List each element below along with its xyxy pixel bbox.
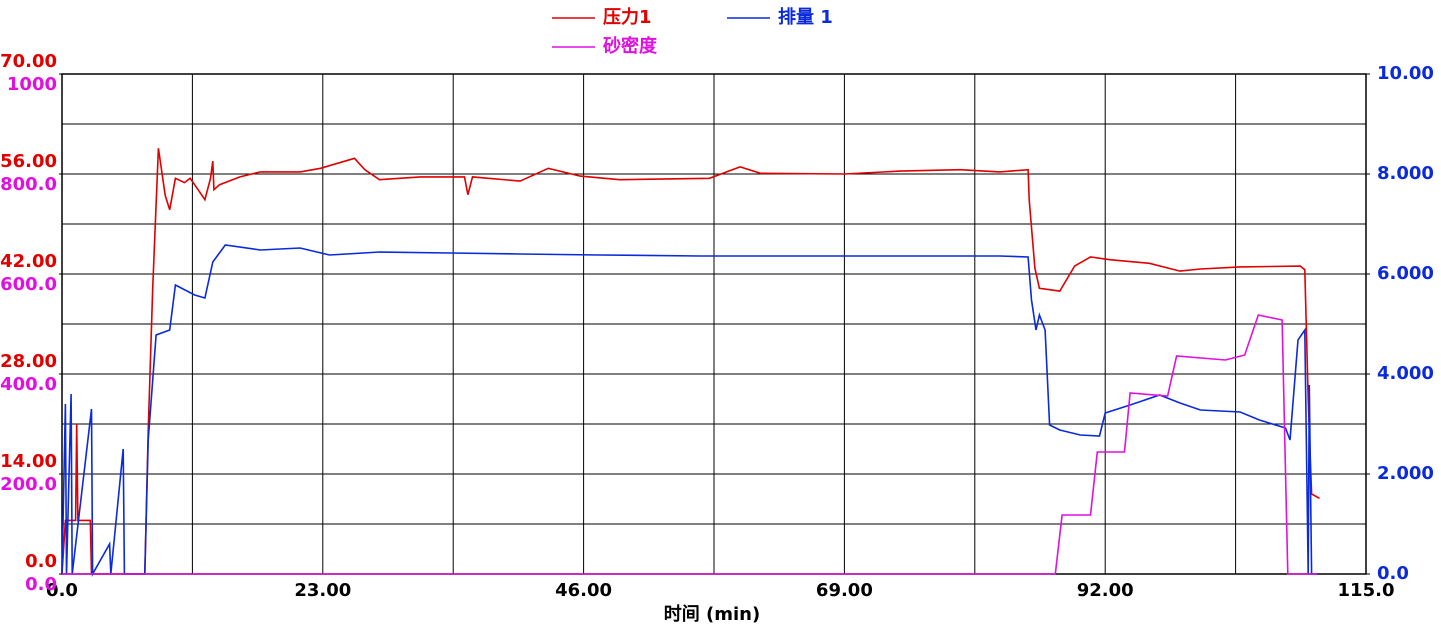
legend-label: 压力1 [603, 7, 652, 28]
x-axis-label: 时间 (min) [664, 604, 760, 625]
y-tick-label: 42.00 [0, 251, 57, 272]
x-tick-label: 69.00 [816, 580, 873, 601]
y-tick-label: 70.00 [0, 51, 57, 72]
series-line [61, 148, 1320, 575]
x-tick-label: 115.0 [1338, 580, 1395, 601]
y2-tick-label: 4.000 [1377, 363, 1434, 384]
x-tick-label: 0.0 [46, 580, 78, 601]
series-line [62, 314, 1318, 575]
x-tick-label: 46.00 [555, 580, 612, 601]
y-tick-label: 28.00 [0, 351, 57, 372]
y3-tick-label: 1000 [7, 74, 57, 95]
y-tick-label: 0.0 [25, 551, 57, 572]
y3-tick-label: 200.0 [0, 474, 57, 495]
y2-tick-label: 2.000 [1377, 463, 1434, 484]
legend-label: 砂密度 [603, 35, 658, 57]
y2-tick-label: 10.00 [1377, 63, 1434, 84]
y3-tick-label: 0.0 [25, 574, 57, 595]
y2-tick-label: 6.000 [1377, 263, 1434, 284]
x-tick-label: 23.00 [294, 580, 351, 601]
y2-tick-label: 8.000 [1377, 163, 1434, 184]
series-line [61, 244, 1318, 577]
y3-tick-label: 800.0 [0, 174, 57, 195]
y-tick-label: 14.00 [0, 451, 57, 472]
y3-tick-label: 600.0 [0, 274, 57, 295]
y2-tick-label: 0.0 [1377, 563, 1409, 584]
y-tick-label: 56.00 [0, 151, 57, 172]
legend-label: 排量 1 [778, 6, 833, 28]
y3-tick-label: 400.0 [0, 374, 57, 395]
x-tick-label: 92.00 [1077, 580, 1134, 601]
